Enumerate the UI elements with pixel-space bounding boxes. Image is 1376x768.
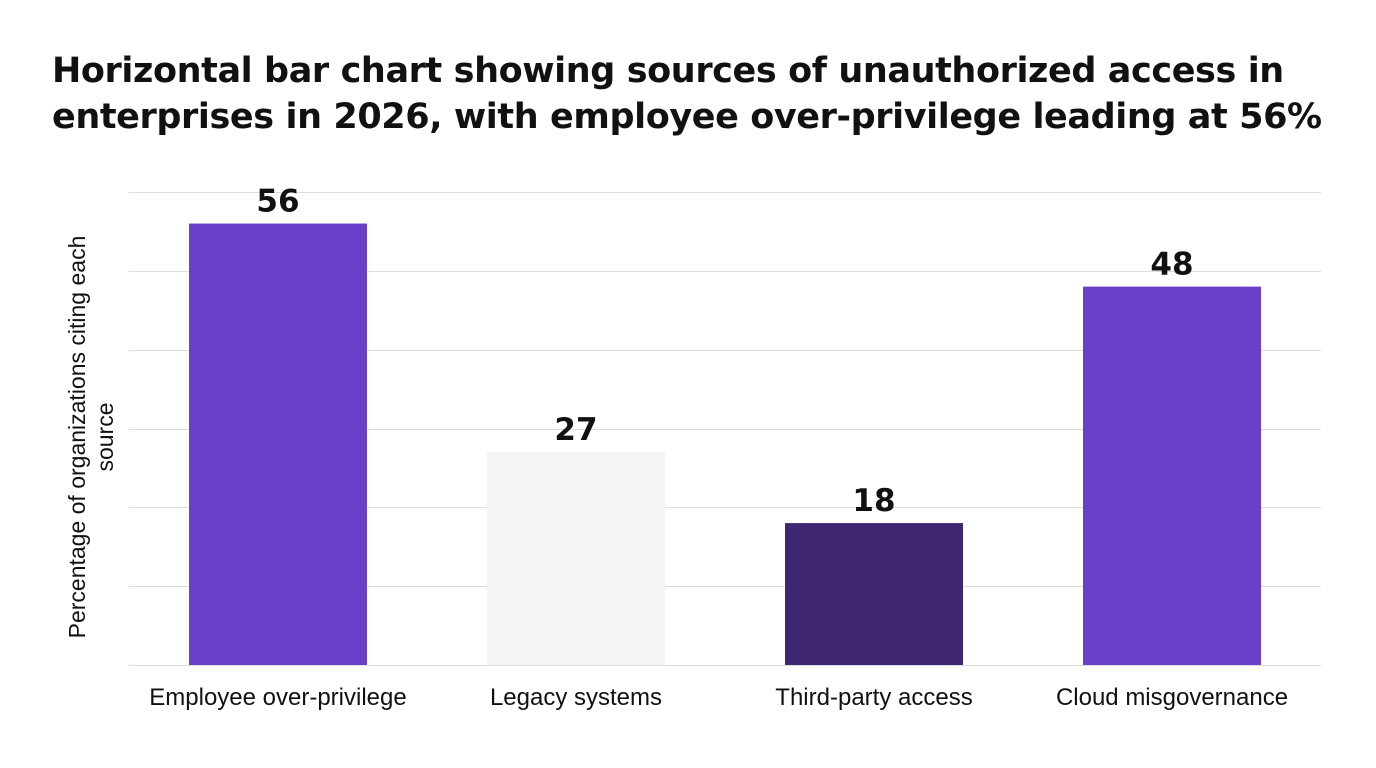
x-tick-label: Legacy systems (490, 684, 662, 711)
bar (189, 223, 367, 666)
bar (785, 523, 963, 665)
bar-value-label: 48 (1150, 247, 1193, 283)
chart-title: Horizontal bar chart showing sources of … (52, 51, 1322, 137)
bar (487, 452, 665, 665)
data-labels: 56 27 18 48 (256, 184, 1193, 520)
bar-value-label: 56 (256, 184, 299, 220)
x-tick-label: Third-party access (775, 684, 972, 711)
bar (1083, 286, 1261, 665)
x-axis-ticks: Employee over-privilege Legacy systems Thi… (149, 684, 1288, 711)
bar-value-label: 27 (554, 412, 597, 448)
x-tick-label: Employee over-privilege (149, 684, 406, 711)
x-tick-label: Cloud misgovernance (1056, 684, 1288, 711)
bar-value-label: 18 (852, 483, 895, 519)
bars (189, 223, 1261, 666)
